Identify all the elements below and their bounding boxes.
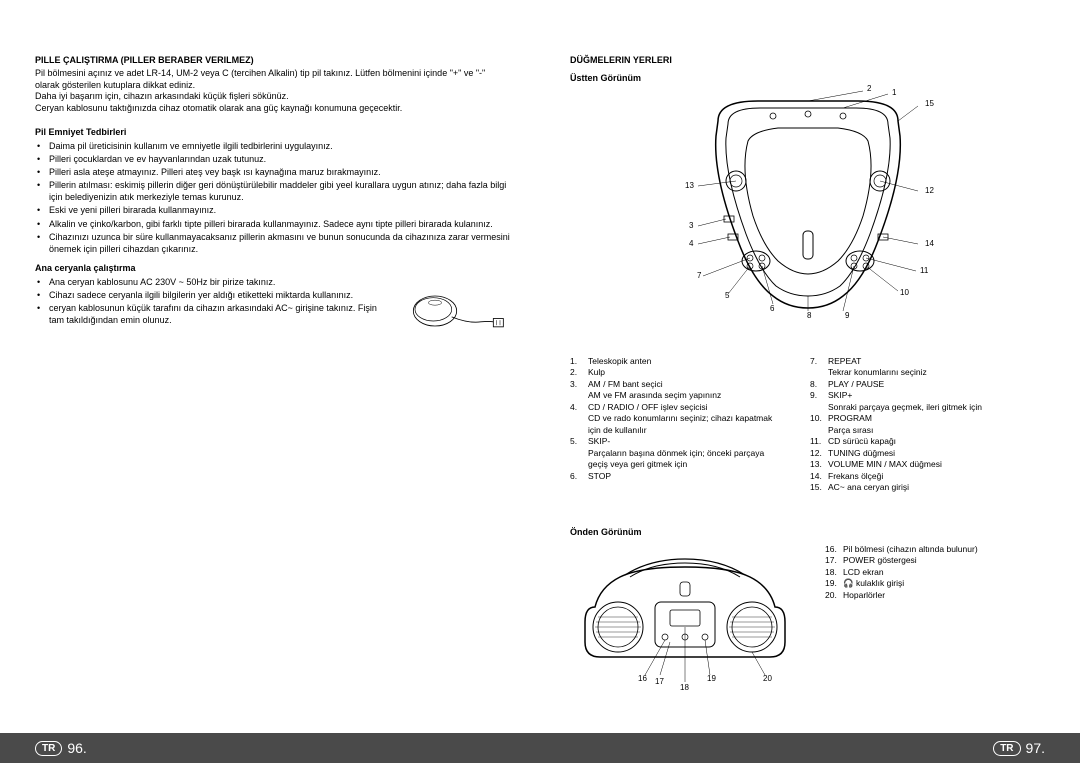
top-list-left: 1.Teleskopik anten 2.Kulp 3.AM / FM bant… (570, 356, 780, 494)
callout-14: 14 (925, 239, 934, 248)
footer-left: TR 96. (0, 733, 540, 763)
safety-item: Daima pil üreticisinin kullanım ve emniy… (49, 140, 510, 152)
callout-11: 11 (920, 266, 928, 275)
plug-illustration (410, 281, 510, 341)
callout-16: 16 (638, 674, 647, 683)
safety-item: Cihazınızı uzunca bir süre kullanmayacak… (49, 231, 510, 255)
power-item: ceryan kablosunun küçük tarafını da ciha… (49, 302, 390, 326)
page-num-right: 97. (1026, 740, 1045, 756)
frontview-container: 16 17 18 19 20 (570, 547, 805, 707)
safety-item: Pilleri asla ateşe atmayınız. Pilleri at… (49, 166, 510, 178)
lang-badge-left: TR (35, 741, 62, 756)
callout-8: 8 (807, 311, 811, 320)
callout-1: 1 (892, 88, 896, 97)
frontview-illustration (570, 547, 800, 687)
safety-item: Pillerin atılması: eskimiş pillerin diğe… (49, 179, 510, 203)
power-item: Ana ceryan kablosunu AC 230V ~ 50Hz bir … (49, 276, 390, 288)
callout-5: 5 (725, 291, 729, 300)
top-numbered-cols: 1.Teleskopik anten 2.Kulp 3.AM / FM bant… (570, 356, 1045, 494)
right-title: DÜĞMELERIN YERLERI (570, 55, 1045, 65)
intro-para: Pil bölmesini açınız ve adet LR-14, UM-2… (35, 68, 510, 115)
left-title: PILLE ÇALIŞTIRMA (PILLER BERABER VERILME… (35, 55, 510, 65)
callout-20: 20 (763, 674, 772, 683)
safety-list: Daima pil üreticisinin kullanım ve emniy… (35, 140, 510, 255)
callout-7: 7 (697, 271, 701, 280)
callout-6: 6 (770, 304, 774, 313)
callout-17: 17 (655, 677, 664, 686)
frontview-section: Önden Görünüm (570, 519, 1045, 707)
power-section: Ana ceryan kablosunu AC 230V ~ 50Hz bir … (35, 276, 510, 341)
callout-4: 4 (689, 239, 693, 248)
right-page: DÜĞMELERIN YERLERI Üstten Görünüm (540, 0, 1080, 763)
frontview-title: Önden Görünüm (570, 527, 805, 537)
topview-container: 2 1 15 13 3 4 7 5 6 8 9 10 11 14 12 (570, 86, 1045, 346)
safety-item: Alkalin ve çinko/karbon, gibi farklı tip… (49, 218, 510, 230)
callout-18: 18 (680, 683, 689, 692)
footer-right: TR 97. (540, 733, 1080, 763)
power-list: Ana ceryan kablosunu AC 230V ~ 50Hz bir … (35, 276, 390, 327)
safety-title: Pil Emniyet Tedbirleri (35, 127, 510, 137)
safety-item: Eski ve yeni pilleri birarada kullanmayı… (49, 204, 510, 216)
power-item: Cihazı sadece ceryanla ilgili bilgilerin… (49, 289, 390, 301)
front-list: 16.Pil bölmesi (cihazın altında bulunur)… (825, 544, 1045, 601)
callout-19: 19 (707, 674, 716, 683)
callout-3: 3 (689, 221, 693, 230)
callout-2: 2 (867, 84, 871, 93)
power-title: Ana ceryanla çalıştırma (35, 263, 510, 273)
page-num-left: 96. (67, 740, 86, 756)
callout-10: 10 (900, 288, 909, 297)
top-list-right: 7.REPEAT Tekrar konumlarını seçiniz 8.PL… (810, 356, 1020, 494)
callout-15: 15 (925, 99, 934, 108)
lang-badge-right: TR (993, 741, 1020, 756)
callout-13: 13 (685, 181, 694, 190)
left-page: PILLE ÇALIŞTIRMA (PILLER BERABER VERILME… (0, 0, 540, 763)
callout-12: 12 (925, 186, 934, 195)
callout-9: 9 (845, 311, 849, 320)
topview-title: Üstten Görünüm (570, 73, 1045, 83)
safety-item: Pilleri çocuklardan ve ev hayvanlarından… (49, 153, 510, 165)
